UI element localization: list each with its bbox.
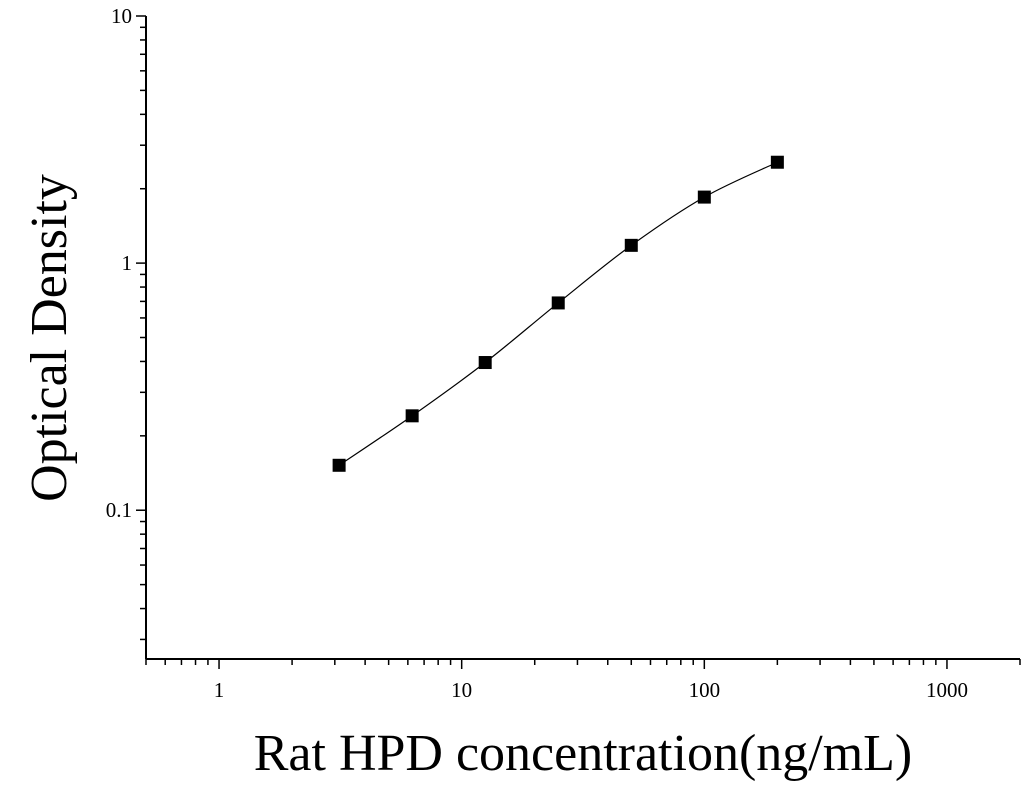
fit-curve (338, 161, 778, 466)
x-tick-label: 1 (214, 678, 225, 702)
y-tick-label: 0.1 (106, 498, 132, 522)
axes: 1 10 100 1000 0.1 1 10 (106, 4, 1021, 702)
data-point (478, 356, 492, 370)
data-point (770, 155, 784, 169)
x-tick-label: 10 (451, 678, 472, 702)
data-point (332, 458, 346, 472)
fit-curve-group (338, 161, 778, 466)
x-tick-label: 1000 (926, 678, 968, 702)
y-tick-label: 10 (111, 4, 132, 28)
data-point (697, 190, 711, 204)
x-tick-label: 100 (689, 678, 721, 702)
y-axis-title: Optical Density (21, 174, 78, 502)
y-tick-label: 1 (122, 251, 133, 275)
data-point (405, 409, 419, 423)
data-points (332, 155, 784, 472)
data-point (551, 296, 565, 310)
data-point (624, 238, 638, 252)
x-axis-title: Rat HPD concentration(ng/mL) (254, 725, 913, 782)
